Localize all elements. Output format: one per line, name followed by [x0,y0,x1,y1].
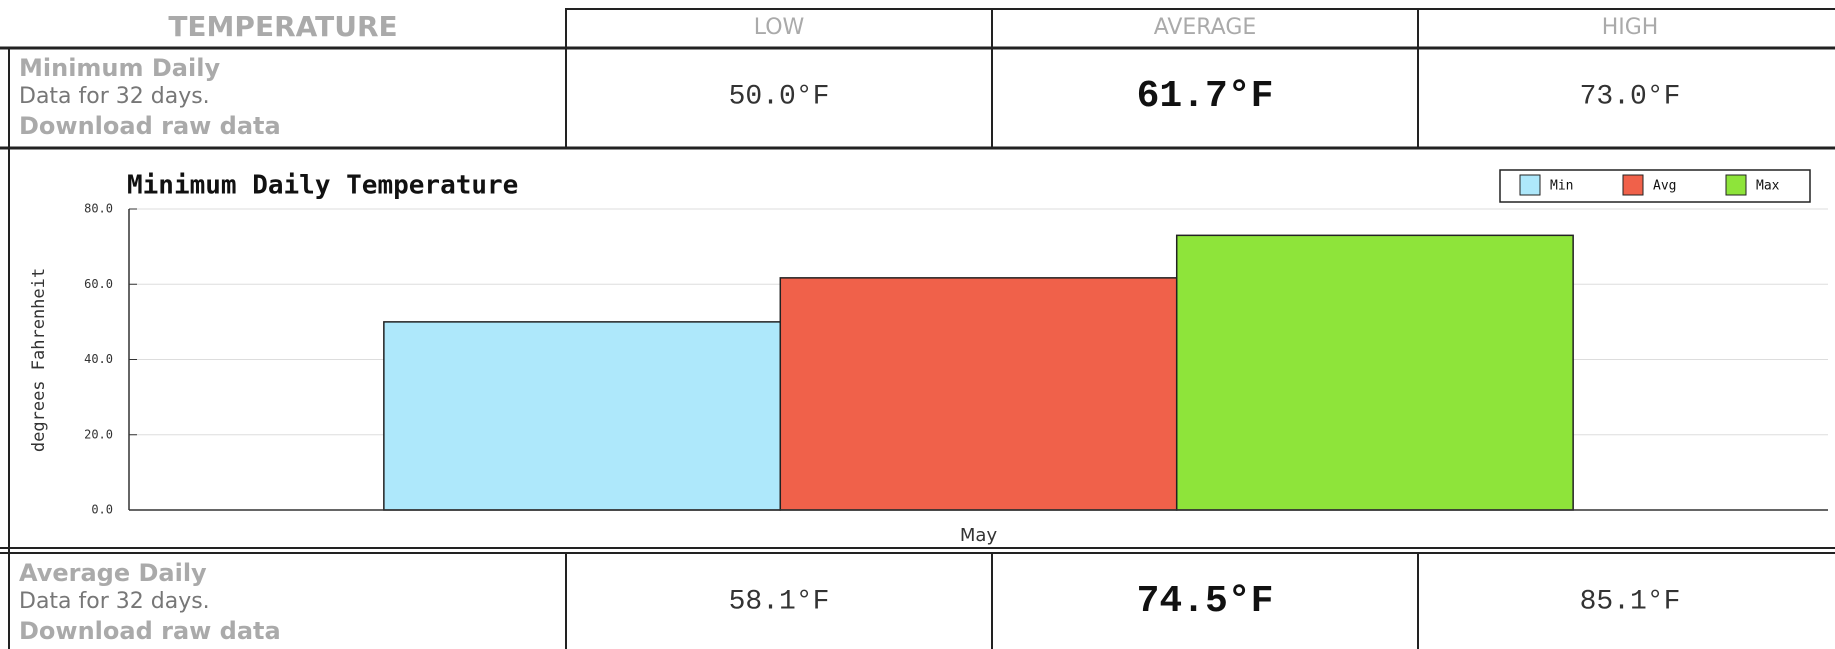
value-cell: 61.7°F [1137,75,1274,118]
header-cell: AVERAGE [1154,15,1257,40]
legend-swatch [1519,174,1541,196]
value-cell: 50.0°F [729,81,830,112]
row-note: Data for 32 days. [19,589,210,614]
legend-label: Avg [1653,179,1676,194]
legend-box [1499,169,1811,203]
y-tick-label: 60.0 [84,277,113,291]
value-cell: 85.1°F [1580,586,1681,617]
value-cell: 74.5°F [1137,580,1274,623]
chart-title: Minimum Daily Temperature [127,171,518,201]
download-link[interactable]: Download raw data [19,112,281,140]
x-tick-label: May [960,525,998,546]
header-cell: HIGH [1602,15,1659,40]
row-label: Minimum Daily [19,54,220,82]
value-cell: 73.0°F [1580,81,1681,112]
row-label: Average Daily [19,559,207,587]
legend-label: Max [1756,179,1780,194]
value-cell: 58.1°F [729,586,830,617]
y-tick-label: 0.0 [91,503,113,517]
legend-label: Min [1550,179,1573,194]
bar [779,277,1178,511]
header-cell: LOW [754,15,805,40]
y-tick-label: 80.0 [84,202,113,216]
bar [383,321,782,511]
y-tick-label: 40.0 [84,352,113,366]
legend-swatch [1622,174,1644,196]
y-tick-label: 20.0 [84,427,113,441]
row-note: Data for 32 days. [19,84,210,109]
bar [1175,234,1574,511]
legend-swatch [1725,174,1747,196]
table-frame [0,8,1835,649]
y-axis-label: degrees Fahrenheit [29,268,49,452]
header-cell: TEMPERATURE [168,10,397,43]
download-link[interactable]: Download raw data [19,617,281,645]
